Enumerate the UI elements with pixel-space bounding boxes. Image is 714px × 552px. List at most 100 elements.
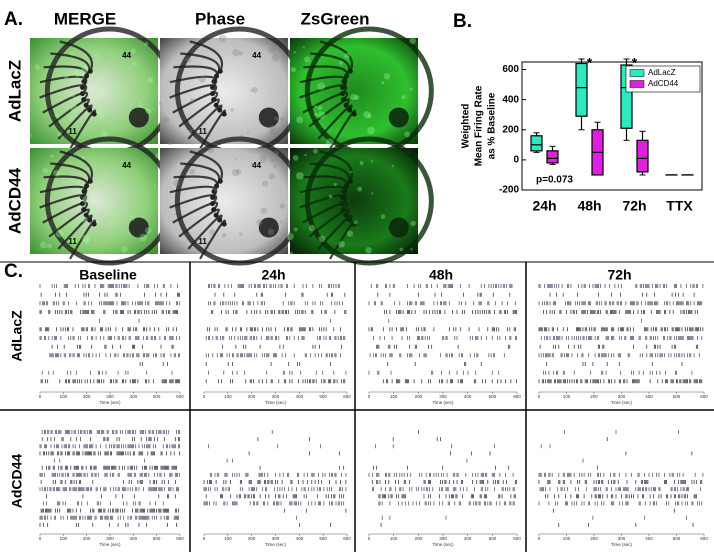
- raster: 0 100 200 300 400 500 600 Time (sec): [538, 284, 708, 405]
- spike-train: [543, 310, 698, 314]
- spike-train: [538, 301, 703, 306]
- spike-train: [214, 292, 346, 297]
- cell: [137, 102, 144, 109]
- cell: [293, 51, 296, 54]
- micrograph: [286, 136, 434, 266]
- ground: [388, 217, 409, 238]
- spike-train: [40, 508, 179, 513]
- legend-label: AdCD44: [648, 79, 679, 88]
- spike-train: [382, 379, 517, 384]
- raster-tick-label: 500: [319, 394, 327, 399]
- cell: [230, 108, 235, 112]
- ground: [128, 107, 149, 128]
- spike-train: [538, 480, 703, 484]
- electrode: [343, 102, 349, 108]
- cell: [130, 48, 136, 54]
- spike-train: [203, 480, 347, 484]
- electrode: [213, 102, 219, 108]
- cell: [84, 237, 90, 244]
- micrograph: [290, 26, 434, 156]
- electrode-trace: [169, 194, 218, 209]
- cell: [57, 131, 63, 137]
- raster-tick-label: 0: [39, 394, 42, 399]
- raster-tick-label: 200: [590, 536, 598, 541]
- cell: [370, 160, 374, 163]
- electrode: [87, 107, 93, 113]
- cell: [68, 114, 76, 121]
- raster-tick-label: 400: [464, 536, 472, 541]
- cell: [188, 129, 193, 134]
- cell: [69, 147, 72, 150]
- spike-train: [41, 437, 181, 442]
- spike-train: [206, 327, 341, 332]
- spike-train: [39, 444, 181, 449]
- cell: [308, 224, 316, 232]
- cell: [235, 157, 238, 160]
- cell: [93, 88, 100, 95]
- raster-axis-label: Time (sec): [99, 400, 121, 405]
- y-axis-label: Mean Firing Rate: [474, 85, 485, 166]
- cell: [231, 168, 240, 177]
- box: [546, 150, 559, 164]
- cell: [90, 204, 97, 212]
- raster-tick-label: 100: [390, 536, 398, 541]
- raster-tick-label: 200: [415, 394, 423, 399]
- cell: [119, 110, 122, 114]
- raster: 0 100 200 300 400 500 600 Time (sec): [203, 284, 351, 405]
- raster: 0 100 200 300 400 500 600 Time (sec): [39, 284, 184, 405]
- spike-train: [205, 362, 331, 366]
- cell: [269, 125, 278, 134]
- raster: 0 100 200 300 400 500 600 Time (sec): [368, 284, 521, 405]
- electrode-trace: [169, 185, 218, 199]
- cell: [367, 113, 372, 118]
- cell: [325, 138, 334, 147]
- cell: [173, 179, 180, 187]
- cell: [246, 131, 250, 134]
- raster-tick-label: 300: [272, 536, 280, 541]
- spike-train: [39, 472, 181, 477]
- raster-tick-label: 500: [319, 536, 327, 541]
- annotation: p=0.073: [536, 175, 573, 186]
- electrode-trace: [317, 104, 353, 140]
- cell: [260, 207, 268, 214]
- electrode: [347, 217, 353, 223]
- spike-train: [39, 284, 178, 288]
- cell: [235, 169, 242, 175]
- column-header: Baseline: [79, 267, 137, 283]
- raster-tick-label: 400: [645, 536, 653, 541]
- cell: [113, 83, 122, 92]
- column-header: MERGE: [54, 9, 116, 28]
- spike-train: [39, 515, 179, 520]
- cell: [333, 182, 337, 187]
- electrode-number: 44: [122, 51, 131, 60]
- raster-axis-label: Time (sec): [432, 542, 454, 547]
- spike-train: [39, 327, 177, 332]
- cell: [108, 220, 114, 227]
- raster-tick-label: 0: [538, 536, 541, 541]
- cell: [409, 37, 417, 44]
- raster-tick-label: 0: [39, 536, 42, 541]
- electrode-trace: [48, 208, 90, 238]
- y-tick-label: 600: [502, 64, 519, 75]
- cell: [70, 52, 75, 57]
- electrode: [217, 217, 223, 223]
- spike-train: [283, 508, 347, 513]
- spike-train: [203, 501, 345, 506]
- cell: [296, 116, 304, 124]
- raster-tick-label: 500: [673, 536, 681, 541]
- electrode-trace: [169, 75, 218, 89]
- cell: [72, 188, 78, 194]
- cell: [256, 219, 263, 226]
- cell: [276, 146, 280, 150]
- raster-axis-label: Time (sec): [611, 400, 633, 405]
- raster-tick-label: 200: [248, 394, 256, 399]
- electrode-trace: [308, 208, 350, 238]
- column-header: ZsGreen: [301, 9, 370, 28]
- electrode-trace: [299, 185, 348, 199]
- cell: [367, 126, 375, 135]
- raster-tick-label: 500: [489, 536, 497, 541]
- electrode: [87, 217, 93, 223]
- spike-train: [387, 362, 482, 366]
- cell: [314, 104, 317, 108]
- cell: [97, 111, 105, 119]
